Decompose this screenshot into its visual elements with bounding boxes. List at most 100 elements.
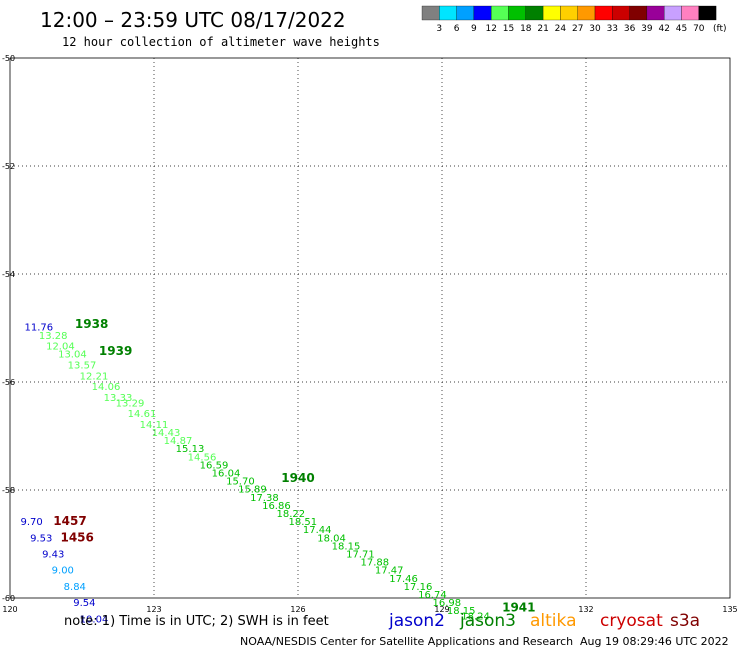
plot-frame xyxy=(9,57,731,599)
colorbar-tick-label: 18 xyxy=(520,24,532,34)
satellite-legend: jason2 jason3 altika cryosat s3a xyxy=(388,611,700,631)
colorbar-swatch xyxy=(508,5,526,21)
colorbar-tick-label: 70 xyxy=(693,24,705,34)
wave-height-point: 12.04 xyxy=(46,342,75,353)
wave-height-point: 15.70 xyxy=(226,477,255,488)
x-tick-label: 123 xyxy=(146,605,161,614)
y-tick-label: -58 xyxy=(2,486,15,495)
y-tick-label: -50 xyxy=(2,54,15,63)
colorbar-swatch xyxy=(421,5,440,21)
wave-height-point: 17.88 xyxy=(360,558,389,569)
colorbar-tick-label: 6 xyxy=(454,24,460,34)
x-axis-ticks: 120 123 126 129 132 135 xyxy=(2,605,737,614)
wave-height-point: 18.22 xyxy=(276,509,305,520)
colorbar-tick-label: 15 xyxy=(503,24,514,34)
wave-height-point: 17.44 xyxy=(303,525,332,536)
wave-height-point: 9.54 xyxy=(73,598,95,609)
colorbar-tick-label: 36 xyxy=(624,24,636,34)
pass-time-label: 1940 xyxy=(281,471,314,485)
colorbar-tick-label: 42 xyxy=(658,24,669,34)
colorbar-swatch xyxy=(681,5,699,21)
colorbar-unit: (ft) xyxy=(713,24,727,34)
wave-height-point: 14.11 xyxy=(140,420,169,431)
wave-height-point: 17.71 xyxy=(346,550,375,561)
colorbar-tick-label: 27 xyxy=(572,24,583,34)
time-labels: 1938 1939 1940 1941 1457 1456 xyxy=(53,317,535,615)
x-tick-label: 126 xyxy=(290,605,305,614)
colorbar-swatch xyxy=(664,5,682,21)
wave-height-point: 13.29 xyxy=(116,398,145,409)
footer-credit: NOAA/NESDIS Center for Satellite Applica… xyxy=(240,635,573,648)
chart-subtitle: 12 hour collection of altimeter wave hei… xyxy=(62,35,380,49)
wave-height-point: 12.21 xyxy=(80,371,109,382)
colorbar-tick-label: 3 xyxy=(436,24,442,34)
footer-note: note: 1) Time is in UTC; 2) SWH is in fe… xyxy=(64,614,329,629)
pass-time-label: 1941 xyxy=(502,601,535,615)
wave-height-point: 14.87 xyxy=(164,436,193,447)
colorbar-tick-label: 33 xyxy=(607,24,618,34)
x-tick-label: 120 xyxy=(2,605,17,614)
y-tick-label: -54 xyxy=(2,270,15,279)
y-tick-label: -52 xyxy=(2,162,15,171)
wave-height-point: 17.46 xyxy=(389,574,418,585)
colorbar-swatch xyxy=(439,5,457,21)
wave-height-point: 11.76 xyxy=(24,323,53,334)
colorbar-swatch xyxy=(577,5,596,21)
wave-height-point: 8.84 xyxy=(64,582,86,593)
colorbar-legend: 3 6 9 12 15 18 21 24 27 30 33 36 39 42 45 70 xyxy=(421,5,717,34)
wave-height-point: 18.15 xyxy=(332,541,361,552)
wave-height-point: 17.16 xyxy=(404,582,433,593)
footer-timestamp: Aug 19 08:29:46 UTC 2022 xyxy=(580,635,729,648)
colorbar-tick-label: 30 xyxy=(589,24,601,34)
wave-height-point: 17.38 xyxy=(250,493,279,504)
colorbar-tick-label: 45 xyxy=(676,24,687,34)
wave-height-point: 14.61 xyxy=(128,409,157,420)
wave-height-point: 16.59 xyxy=(200,460,229,471)
wave-height-point: 16.04 xyxy=(212,469,241,480)
wave-height-point: 10.04 xyxy=(80,614,109,625)
pass-time-label: 1456 xyxy=(60,530,93,544)
wave-height-point: 18.24 xyxy=(461,612,490,623)
wave-height-point: 18.51 xyxy=(288,517,317,528)
y-tick-label: -56 xyxy=(2,378,15,387)
pass-time-label: 1457 xyxy=(53,514,86,528)
legend-jason3: jason3 xyxy=(459,611,516,631)
wave-height-point: 9.00 xyxy=(52,566,74,577)
wave-height-point: 13.04 xyxy=(58,350,87,361)
wave-height-point: 13.28 xyxy=(39,331,68,342)
colorbar-swatch xyxy=(594,5,613,21)
wave-height-point: 9.43 xyxy=(42,550,64,561)
colorbar-tick-label: 24 xyxy=(555,24,567,34)
colorbar-swatch xyxy=(629,5,648,21)
wave-height-point: 13.33 xyxy=(104,393,133,404)
legend-jason2: jason2 xyxy=(388,611,445,631)
wave-height-point: 13.57 xyxy=(68,361,97,372)
data-points: 11.7613.2812.0413.0413.5712.2114.0613.33… xyxy=(20,323,489,626)
plot-area: 120 123 126 129 132 135 -50 -52 -54 -56 -58 -60 11… xyxy=(2,54,738,625)
wave-height-point: 17.47 xyxy=(375,566,404,577)
colorbar-tick-label: 39 xyxy=(641,24,653,34)
wave-height-point: 16.86 xyxy=(262,501,291,512)
colorbar-swatch xyxy=(473,5,492,21)
y-axis-ticks: -50 -52 -54 -56 -58 -60 xyxy=(2,54,15,603)
wave-height-point: 16.98 xyxy=(432,598,461,609)
wave-height-point: 14.56 xyxy=(188,452,217,463)
pass-time-label: 1938 xyxy=(75,317,108,331)
wave-height-point: 9.70 xyxy=(20,517,42,528)
colorbar-swatch xyxy=(525,5,544,21)
colorbar-swatch xyxy=(491,5,509,21)
colorbar-tick-label: 9 xyxy=(471,24,477,34)
colorbar-swatch xyxy=(560,5,578,21)
legend-altika: altika xyxy=(530,611,577,631)
legend-cryosat: cryosat xyxy=(600,611,663,631)
colorbar-tick-label: 12 xyxy=(485,24,496,34)
chart-title: 12:00 – 23:59 UTC 08/17/2022 xyxy=(40,8,346,32)
x-tick-label: 132 xyxy=(578,605,593,614)
colorbar-swatch xyxy=(456,5,475,21)
grid xyxy=(10,58,730,598)
colorbar-swatch xyxy=(542,5,561,21)
pass-time-label: 1939 xyxy=(99,344,132,358)
x-tick-label: 135 xyxy=(722,605,737,614)
wave-height-point: 14.43 xyxy=(152,428,181,439)
colorbar-swatch xyxy=(698,5,717,21)
